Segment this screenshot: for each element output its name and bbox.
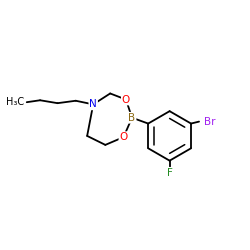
Text: B: B: [128, 113, 136, 123]
Text: N: N: [89, 100, 97, 110]
Text: O: O: [122, 94, 130, 104]
Text: O: O: [120, 132, 128, 142]
Text: H₃C: H₃C: [6, 97, 24, 107]
Text: F: F: [167, 168, 172, 178]
Text: Br: Br: [204, 116, 216, 126]
